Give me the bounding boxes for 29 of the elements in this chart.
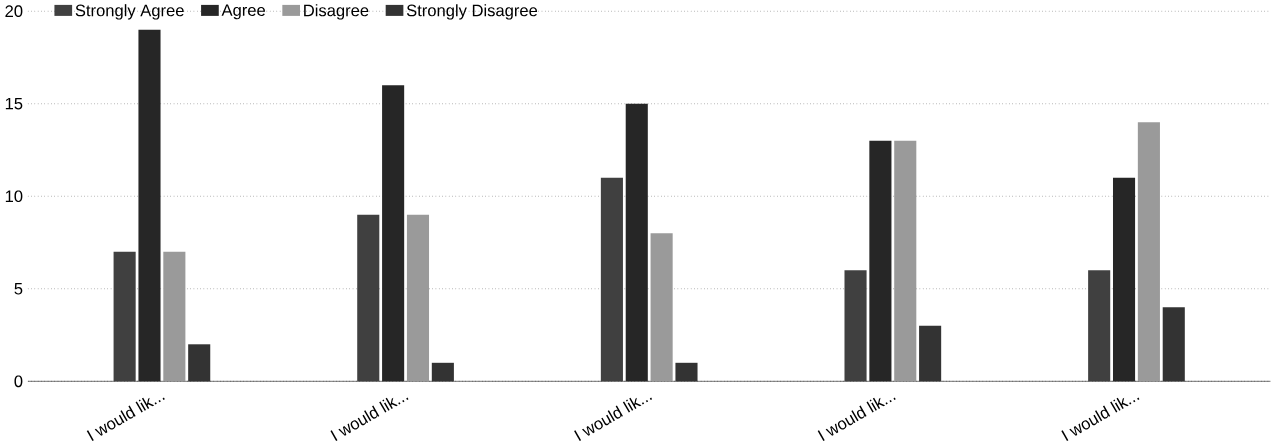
bar [919, 325, 942, 382]
bar [625, 103, 648, 382]
bar [600, 177, 623, 382]
bar [113, 251, 136, 382]
bar [357, 214, 380, 382]
bar [1112, 177, 1136, 382]
bar [675, 362, 698, 382]
bar [844, 270, 867, 382]
y-tick-label: 10 [5, 190, 23, 203]
y-tick-label: 15 [5, 97, 23, 110]
bar [406, 214, 430, 382]
bar [894, 140, 917, 382]
bar [163, 251, 186, 382]
bar [431, 362, 454, 382]
bar [1088, 270, 1111, 382]
bar [138, 29, 161, 382]
bar [869, 140, 892, 382]
bar [382, 85, 405, 382]
y-tick-label: 20 [5, 5, 23, 17]
bar [1137, 122, 1160, 382]
legend-label: Disagree [304, 4, 369, 20]
y-tick-label: 0 [14, 375, 23, 388]
bar [650, 233, 673, 382]
bar [1162, 307, 1185, 382]
bar [188, 344, 211, 382]
legend-label: Strongly Disagree [406, 4, 538, 20]
y-tick-label: 5 [14, 282, 23, 295]
legend-label: Agree [221, 4, 266, 20]
legend-label: Strongly Agree [75, 4, 184, 20]
